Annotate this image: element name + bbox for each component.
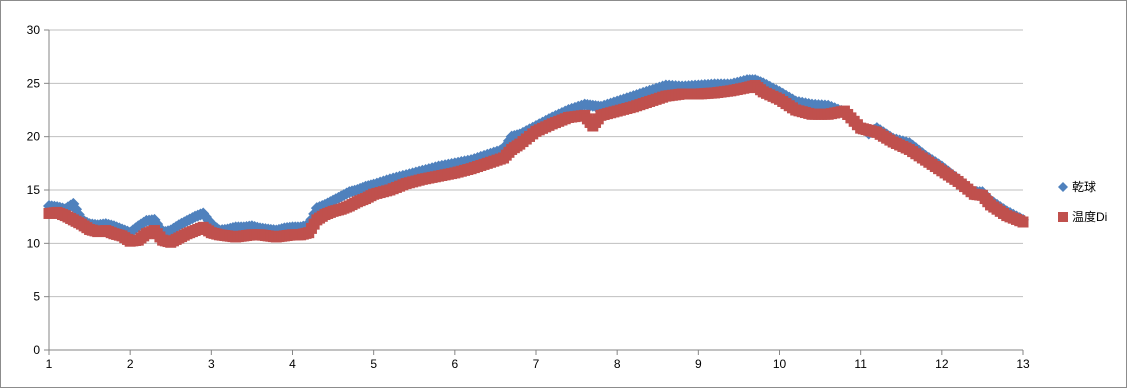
legend-label-1: 温度Di <box>1072 209 1107 224</box>
x-tick-label-2: 2 <box>127 357 134 371</box>
x-tick-label-8: 8 <box>614 357 621 371</box>
x-tick-label-5: 5 <box>370 357 377 371</box>
x-tick-label-12: 12 <box>935 357 949 371</box>
x-tick-label-9: 9 <box>695 357 702 371</box>
x-tick-label-4: 4 <box>289 357 296 371</box>
y-tick-label-15: 15 <box>27 183 41 197</box>
x-tick-label-10: 10 <box>773 357 787 371</box>
y-tick-label-10: 10 <box>27 236 41 250</box>
y-tick-labels: 0 5 10 15 20 25 30 <box>27 23 41 357</box>
legend-marker-0 <box>1058 182 1068 192</box>
x-tick-label-3: 3 <box>208 357 215 371</box>
y-tick-label-0: 0 <box>33 343 40 357</box>
y-tick-label-5: 5 <box>33 290 40 304</box>
gridlines <box>49 29 1023 298</box>
series-dry-bulb <box>43 74 1029 239</box>
axes <box>44 29 1024 355</box>
x-tick-label-7: 7 <box>533 357 540 371</box>
data-point <box>1017 216 1029 228</box>
x-tick-label-13: 13 <box>1016 357 1030 371</box>
legend-item-1: 温度Di <box>1058 209 1107 224</box>
series-temperature-di <box>43 79 1029 248</box>
x-tick-label-1: 1 <box>46 357 53 371</box>
y-tick-label-25: 25 <box>27 76 41 90</box>
legend-marker-1 <box>1058 212 1068 222</box>
x-tick-labels: 1 2 3 4 5 6 7 8 9 10 11 12 13 <box>46 357 1030 371</box>
x-tick-label-11: 11 <box>854 357 867 371</box>
x-tick-label-6: 6 <box>451 357 458 371</box>
legend-label-0: 乾球 <box>1072 180 1096 194</box>
legend-item-0: 乾球 <box>1058 180 1096 194</box>
y-tick-label-20: 20 <box>27 130 41 144</box>
y-tick-label-30: 30 <box>27 23 41 37</box>
